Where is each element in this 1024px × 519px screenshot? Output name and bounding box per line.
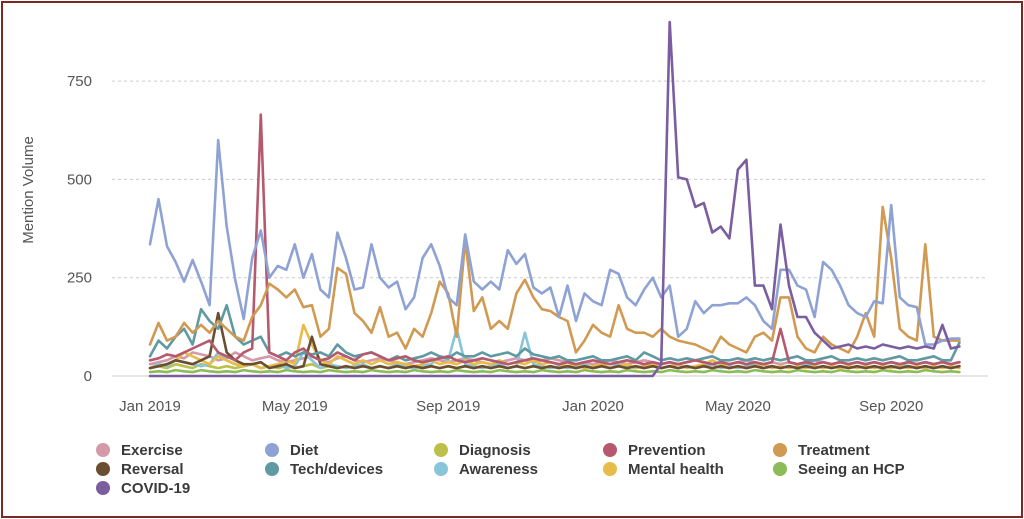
series-line-covid-19 <box>148 20 961 378</box>
x-tick-label: Jan 2019 <box>119 398 181 415</box>
y-tick-label: 250 <box>67 270 92 287</box>
y-tick-label: 0 <box>84 368 92 385</box>
series-line-seeing-an-hcp <box>148 368 961 374</box>
x-tick-label: May 2019 <box>262 398 328 415</box>
series-line-diet <box>148 138 961 346</box>
x-tick-label: Jan 2020 <box>562 398 624 415</box>
gridlines <box>112 80 988 377</box>
x-tick-label: Sep 2020 <box>859 398 923 415</box>
y-axis-label: Mention Volume <box>20 136 37 244</box>
x-tick-label: May 2020 <box>705 398 771 415</box>
y-tick-label: 500 <box>67 171 92 188</box>
x-axis-ticks: Jan 2019 May 2019 Sep 2019 Jan 2020 May 2020… <box>119 398 923 415</box>
y-tick-label: 750 <box>67 73 92 90</box>
series-lines <box>148 20 961 378</box>
series-line-treatment <box>148 205 961 354</box>
series-line-reversal <box>148 311 961 370</box>
series-line-prevention <box>148 113 961 366</box>
x-tick-label: Sep 2019 <box>416 398 480 415</box>
y-axis-ticks: 0 250 500 750 <box>67 73 92 385</box>
series-line-tech-devices <box>148 303 961 362</box>
